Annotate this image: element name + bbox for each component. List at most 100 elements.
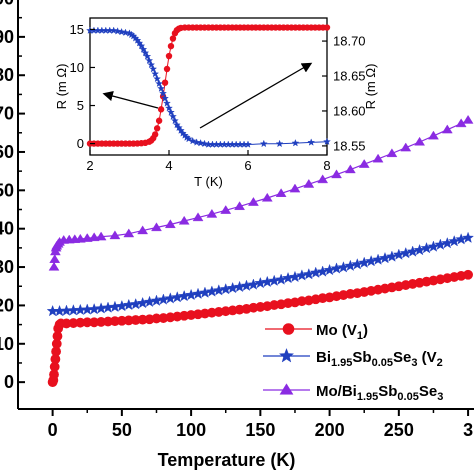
inset-data-point [157, 84, 165, 92]
main-data-point [49, 254, 61, 263]
inset-series-0 [86, 24, 331, 147]
main-data-point [109, 230, 121, 240]
main-data-point [372, 153, 384, 163]
main-x-tick-label: 3 [463, 420, 473, 440]
inset-data-point [188, 136, 197, 145]
main-data-point [206, 208, 218, 218]
arrow-to-right-axis [199, 62, 313, 129]
inset-y-tick-label: 10 [70, 60, 84, 75]
legend-entry-1: Bi1.95Sb0.05Se3 (V2 [263, 347, 443, 369]
main-y-tick-label: 20 [0, 295, 14, 315]
inset-data-point [137, 41, 146, 50]
inset-data-point [109, 26, 118, 34]
inset-data-point [165, 52, 173, 60]
inset-x-tick-label: 4 [165, 158, 172, 173]
main-data-point [448, 235, 461, 247]
inset-data-point [291, 139, 300, 147]
main-data-point [441, 237, 454, 249]
inset-data-point [161, 79, 169, 86]
inset-data-point [169, 112, 177, 120]
main-data-point [317, 174, 329, 184]
main-data-point [164, 219, 176, 229]
main-x-tick-label: 150 [245, 420, 275, 440]
inset-data-point [139, 45, 148, 53]
inset-data-point [307, 138, 316, 146]
main-y-tick-label: 30 [0, 257, 14, 277]
inset-data-point [196, 139, 205, 147]
inset-data-point [323, 24, 331, 31]
main-y-tick-label: 80 [0, 65, 14, 85]
inset-y2-tick-label: 18.65 [333, 69, 366, 84]
inset-y-axis-title: R (m Ω) [54, 64, 69, 110]
inset-chart: 2 4 6 8 0 5 10 15 18.55 18.60 18.65 18.70 T (K) R (m … [54, 17, 378, 189]
inset-data-point [157, 106, 165, 113]
main-y-tick-label: 90 [0, 27, 14, 47]
main-x-axis-title: Temperature (K) [158, 450, 296, 470]
inset-data-point [184, 134, 193, 143]
inset-data-point [147, 60, 156, 69]
inset-data-point [153, 125, 161, 132]
main-series-2 [48, 114, 474, 271]
inset-data-point [163, 65, 171, 73]
main-data-point [428, 130, 439, 140]
main-data-point [427, 240, 440, 252]
inset-data-point [159, 89, 167, 97]
inset-data-point [163, 99, 171, 107]
main-y-tick-label: 0 [4, 372, 14, 392]
main-data-point [462, 231, 474, 243]
inset-data-point [141, 48, 150, 57]
inset-data-point [161, 94, 169, 102]
inset-y-tick-label: 5 [77, 98, 84, 113]
main-x-tick-label: 250 [384, 420, 414, 440]
inset-data-point [153, 74, 162, 83]
main-data-point [344, 164, 356, 174]
main-data-point [234, 201, 245, 210]
inset-y2-tick-label: 18.60 [333, 103, 366, 118]
main-data-point [123, 228, 135, 238]
main-data-point [303, 179, 315, 188]
inset-y2-tick-label: 18.70 [333, 34, 366, 49]
main-data-point [137, 225, 149, 235]
main-series-1 [46, 231, 474, 317]
main-data-point [358, 159, 370, 168]
main-data-point [48, 261, 60, 271]
main-data-point [386, 148, 398, 158]
inset-data-point [149, 64, 158, 73]
inset-x-tick-label: 2 [86, 158, 93, 173]
main-series-0 [47, 269, 473, 388]
inset-data-point [155, 79, 164, 88]
main-data-point [275, 188, 287, 197]
inset-data-point [244, 140, 252, 148]
main-x-tick-label: 0 [48, 420, 58, 440]
main-x-tick-label: 200 [315, 420, 345, 440]
legend-label: Mo (V1) [316, 322, 368, 342]
inset-data-point [151, 69, 160, 78]
inset-series-1 [86, 26, 331, 148]
inset-data-point [275, 139, 284, 148]
main-data-point [248, 197, 259, 206]
main-x-tick-label: 100 [176, 420, 206, 440]
legend-entry-2: Mo/Bi1.95Sb0.05Se3 [263, 383, 443, 403]
main-series-layer [46, 114, 474, 388]
inset-x-tick-label: 6 [244, 158, 251, 173]
inset-data-point [155, 117, 163, 124]
main-data-point [151, 222, 162, 232]
inset-data-point [192, 138, 201, 146]
inset-data-point [323, 137, 331, 146]
main-data-point [178, 215, 190, 225]
legend-label: Bi1.95Sb0.05Se3 (V2 [316, 349, 443, 369]
inset-data-point [171, 116, 179, 125]
arrow-to-left-axis [102, 90, 159, 109]
main-data-point [331, 169, 342, 179]
legend-marker [282, 323, 295, 335]
inset-data-point [143, 52, 152, 60]
inset-data-point [169, 35, 177, 42]
inset-frame [89, 17, 328, 156]
legend: Mo (V1) Bi1.95Sb0.05Se3 (V2 Mo/Bi1.95Sb0.0… [263, 322, 443, 403]
inset-data-point [165, 104, 173, 112]
inset-y-tick-label: 0 [77, 136, 84, 151]
inset-data-point [259, 139, 268, 148]
inset-x-axis-title: T (K) [194, 174, 223, 189]
